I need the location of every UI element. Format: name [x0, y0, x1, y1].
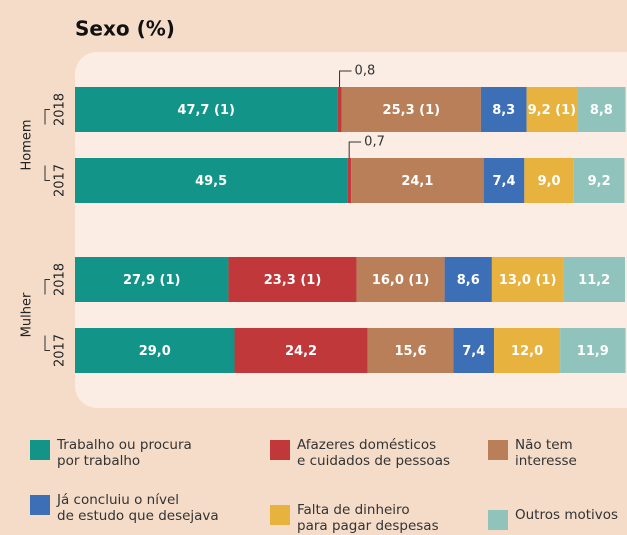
bar-segment — [480, 87, 527, 132]
chart: Sexo (%) 47,7 (1) 0,8 25,3 (1) 8,3 9,2 (1) 8,… — [20, 17, 627, 408]
legend-swatch — [488, 510, 508, 530]
legend-swatch — [270, 505, 290, 525]
value-label: 15,6 — [394, 344, 426, 359]
legend-label: Afazeres domésticos e cuidados de pessoa… — [297, 437, 450, 469]
bar-segment — [75, 328, 235, 373]
bar-segment — [228, 257, 357, 302]
value-label: 8,8 — [590, 103, 613, 118]
legend-label: Não tem interesse — [515, 437, 577, 469]
leader-line — [339, 70, 352, 87]
bar-segment — [573, 158, 625, 203]
value-label: 47,7 (1) — [177, 103, 235, 118]
panel — [75, 52, 627, 408]
bar-segment — [577, 87, 626, 132]
bar-segment — [75, 158, 348, 203]
value-label: 9,2 (1) — [528, 103, 576, 118]
value-label: 7,4 — [492, 174, 515, 189]
value-label: 0,7 — [364, 135, 385, 150]
bar-segment — [526, 87, 578, 132]
bar-segment — [453, 328, 495, 373]
value-label: 25,3 (1) — [383, 103, 441, 118]
category-label: 2017 — [53, 334, 68, 367]
value-label: 0,8 — [355, 64, 376, 79]
bar-segment — [337, 87, 342, 132]
bar-segment — [560, 328, 626, 373]
bar-segment — [234, 328, 368, 373]
legend-swatch — [488, 440, 508, 460]
value-label: 27,9 (1) — [123, 273, 181, 288]
value-label: 11,9 — [577, 344, 609, 359]
value-label: 49,5 — [195, 174, 227, 189]
bar-segment — [483, 158, 525, 203]
value-label: 7,4 — [462, 344, 485, 359]
legend-label: Trabalho ou procura por trabalho — [57, 437, 192, 469]
group-bracket — [44, 109, 50, 181]
legend-swatch — [30, 495, 50, 515]
value-label: 12,0 — [511, 344, 543, 359]
group-label: Mulher — [20, 292, 35, 337]
bar-segment — [444, 257, 492, 302]
value-label: 16,0 (1) — [372, 273, 430, 288]
bar-segment — [75, 87, 338, 132]
category-label: 2018 — [53, 93, 68, 126]
bar-segment — [351, 158, 484, 203]
bar-segment — [524, 158, 574, 203]
value-label: 13,0 (1) — [499, 273, 557, 288]
bar-segment — [356, 257, 445, 302]
value-label: 29,0 — [139, 344, 171, 359]
value-label: 24,2 — [285, 344, 317, 359]
group-bracket — [44, 279, 50, 351]
value-label: 24,1 — [401, 174, 433, 189]
bar-segment — [347, 158, 352, 203]
legend-label: Outros motivos — [515, 507, 619, 523]
leader-line — [348, 141, 362, 158]
bar-segment — [494, 328, 561, 373]
category-label: 2017 — [53, 164, 68, 197]
legend-swatch — [30, 440, 50, 460]
bar-segment — [563, 257, 625, 302]
chart-title: Sexo (%) — [75, 17, 175, 41]
legend-label: Falta de dinheiro para pagar despesas — [297, 502, 439, 534]
group-label: Homem — [20, 119, 35, 170]
bar-segment — [367, 328, 454, 373]
value-label: 8,3 — [492, 103, 515, 118]
value-label: 9,0 — [538, 174, 561, 189]
bar-segment — [75, 257, 229, 302]
value-label: 8,6 — [457, 273, 480, 288]
category-label: 2018 — [53, 263, 68, 296]
value-label: 23,3 (1) — [264, 273, 322, 288]
legend-label: Já concluiu o nível de estudo que deseja… — [57, 492, 219, 524]
value-label: 9,2 — [588, 174, 611, 189]
bar-segment — [491, 257, 564, 302]
value-label: 11,2 — [578, 273, 610, 288]
bar-segment — [341, 87, 481, 132]
legend-swatch — [270, 440, 290, 460]
